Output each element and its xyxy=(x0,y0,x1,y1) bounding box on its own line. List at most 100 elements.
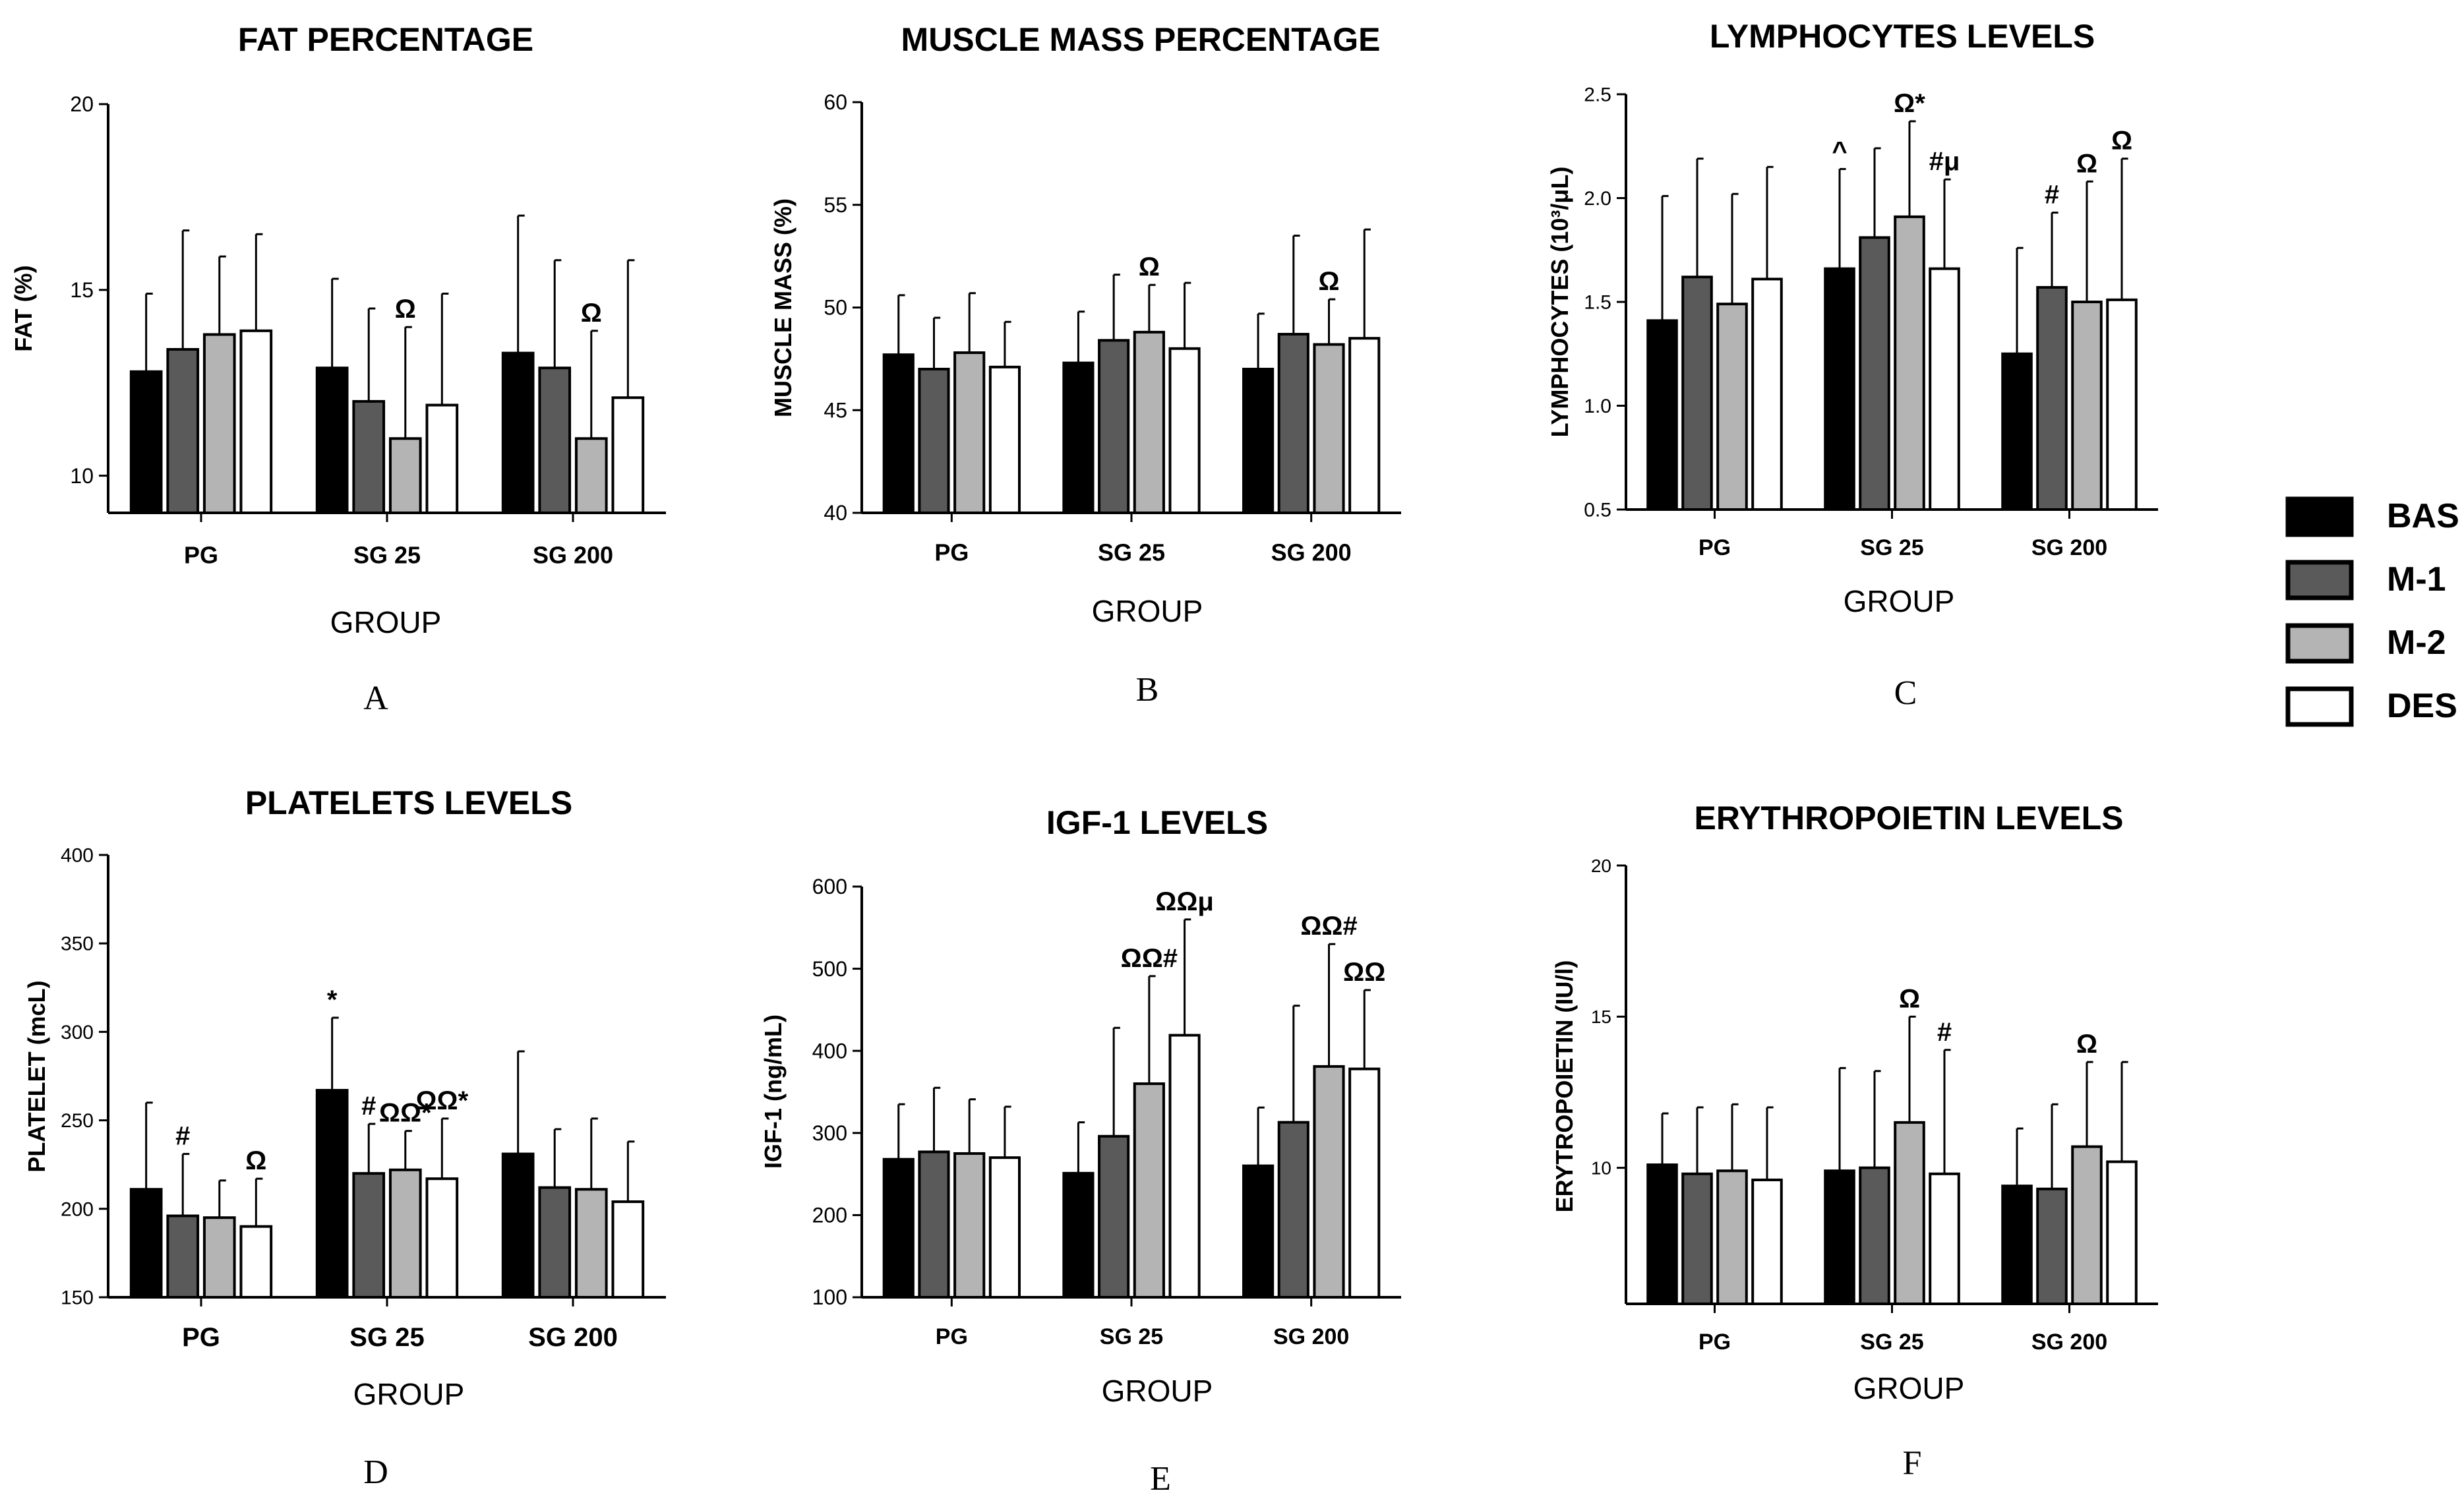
significance-marker: ΩΩμ xyxy=(1155,887,1214,916)
x-category-label: SG 25 xyxy=(1860,535,1923,560)
y-axis-label: ERYTROPOIETIN (IU/l) xyxy=(1551,960,1578,1213)
significance-marker: * xyxy=(327,985,338,1014)
bar-des xyxy=(239,329,273,514)
bar-bas xyxy=(501,1152,535,1299)
bar-m-2 xyxy=(1133,330,1165,514)
y-tick-label: 40 xyxy=(824,501,847,525)
significance-marker: # xyxy=(2045,181,2059,210)
x-category-label: SG 200 xyxy=(2031,535,2107,560)
bar-m-2 xyxy=(388,1168,422,1299)
y-tick-label: 200 xyxy=(61,1198,94,1220)
legend-item-des: DES xyxy=(2285,686,2457,727)
y-tick-label: 2.0 xyxy=(1584,188,1611,210)
bar-bas xyxy=(1646,1163,1678,1305)
bar-des xyxy=(988,365,1021,515)
y-tick-label: 20 xyxy=(1591,856,1611,876)
y-tick-label: 50 xyxy=(824,296,847,320)
y-tick-label: 15 xyxy=(70,278,94,302)
significance-marker: Ω xyxy=(2076,149,2097,178)
y-tick-label: 15 xyxy=(1591,1007,1611,1027)
bar-des xyxy=(1751,1178,1783,1306)
y-tick-label: 55 xyxy=(824,193,847,217)
x-axis-label: GROUP xyxy=(1092,594,1203,628)
bar-m-1 xyxy=(538,1186,572,1299)
bar-bas xyxy=(882,1158,915,1299)
bar-m-1 xyxy=(918,1150,950,1299)
x-category-label: SG 25 xyxy=(1860,1330,1923,1355)
bar-m-2 xyxy=(1894,215,1925,511)
bar-m-2 xyxy=(953,1152,986,1299)
panel-letter: A xyxy=(363,680,388,717)
significance-marker: ΩΩ# xyxy=(1300,912,1357,941)
bar-m-2 xyxy=(202,1216,236,1299)
bar-bas xyxy=(1646,319,1678,511)
legend-item-bas: BAS xyxy=(2285,496,2459,537)
chart-panels: FAT PERCENTAGE 10 15 20 FAT (%) PG SG 25 SG 200… xyxy=(10,18,2158,1495)
chart-panel-e: IGF-1 LEVELS 100 200 300 400 500 600 IGF-1 (ng/… xyxy=(760,804,1401,1495)
x-category-label: PG xyxy=(1698,1330,1731,1355)
chart-title: PLATELETS LEVELS xyxy=(245,784,572,821)
bar-bas xyxy=(882,353,915,515)
bar-m-2 xyxy=(1716,1169,1748,1306)
x-axis-label: GROUP xyxy=(1102,1374,1213,1408)
x-category-label: PG xyxy=(936,1324,968,1349)
y-tick-label: 2.5 xyxy=(1584,84,1611,106)
y-tick-label: 10 xyxy=(1591,1158,1611,1178)
y-tick-label: 300 xyxy=(61,1022,94,1043)
legend-swatch xyxy=(2285,496,2354,537)
legend-label: BAS xyxy=(2387,497,2459,535)
legend-item-m-2: M-2 xyxy=(2285,623,2446,664)
chart-panel-a: FAT PERCENTAGE 10 15 20 FAT (%) PG SG 25 SG 200… xyxy=(10,21,666,717)
legend-label: DES xyxy=(2387,687,2457,725)
y-tick-label: 1.0 xyxy=(1584,396,1611,417)
significance-marker: ^ xyxy=(1832,136,1847,165)
bar-m-2 xyxy=(1313,1065,1345,1299)
bar-m-1 xyxy=(166,348,200,514)
bar-des xyxy=(1348,337,1381,514)
y-tick-label: 200 xyxy=(812,1204,847,1227)
bar-m-2 xyxy=(574,1188,608,1299)
chart-title: LYMPHOCYTES LEVELS xyxy=(1710,18,2095,55)
y-tick-label: 20 xyxy=(70,92,94,116)
y-tick-label: 500 xyxy=(812,957,847,981)
legend-label: M-1 xyxy=(2387,560,2446,599)
bar-m-1 xyxy=(1681,276,1713,511)
significance-marker: Ω xyxy=(1318,267,1339,296)
bar-m-1 xyxy=(352,1172,386,1299)
x-category-label: SG 25 xyxy=(1100,1324,1163,1349)
bar-m-1 xyxy=(1277,1121,1309,1299)
y-tick-label: 10 xyxy=(70,464,94,488)
bar-m-1 xyxy=(166,1214,200,1299)
significance-marker: Ω xyxy=(395,295,416,324)
y-tick-label: 100 xyxy=(812,1285,847,1309)
significance-marker: # xyxy=(175,1122,190,1151)
bar-bas xyxy=(2001,352,2033,511)
bar-m-1 xyxy=(2036,285,2068,511)
bar-bas xyxy=(1062,361,1095,514)
significance-marker: ΩΩ# xyxy=(1121,944,1178,973)
x-axis-label: GROUP xyxy=(353,1377,465,1411)
y-axis-label: PLATELET (mcL) xyxy=(23,980,50,1172)
bar-bas xyxy=(315,1088,349,1299)
x-category-label: SG 200 xyxy=(528,1323,618,1352)
bar-m-2 xyxy=(574,437,608,514)
legend-swatch xyxy=(2285,686,2354,727)
panel-letter: F xyxy=(1903,1444,1922,1482)
significance-marker: ΩΩ* xyxy=(379,1099,432,1128)
chart-title: ERYTHROPOIETIN LEVELS xyxy=(1694,800,2123,836)
y-axis-label: LYMPHOCYTES (10³/μL) xyxy=(1546,167,1573,438)
x-category-label: SG 200 xyxy=(2031,1330,2107,1355)
bar-bas xyxy=(1242,367,1275,515)
bar-m-2 xyxy=(2071,301,2103,511)
x-axis-label: GROUP xyxy=(1853,1371,1965,1405)
significance-marker: # xyxy=(361,1092,376,1121)
x-category-label: SG 200 xyxy=(1271,539,1352,566)
legend-swatch xyxy=(2285,623,2354,664)
legend-item-m-1: M-1 xyxy=(2285,560,2446,601)
x-category-label: PG xyxy=(184,542,218,569)
chart-panel-f: ERYTHROPOIETIN LEVELS 10 15 20 ERYTROPOIETIN… xyxy=(1551,800,2158,1482)
bar-m-1 xyxy=(1098,339,1130,515)
y-tick-label: 45 xyxy=(824,398,847,422)
y-tick-label: 350 xyxy=(61,933,94,955)
